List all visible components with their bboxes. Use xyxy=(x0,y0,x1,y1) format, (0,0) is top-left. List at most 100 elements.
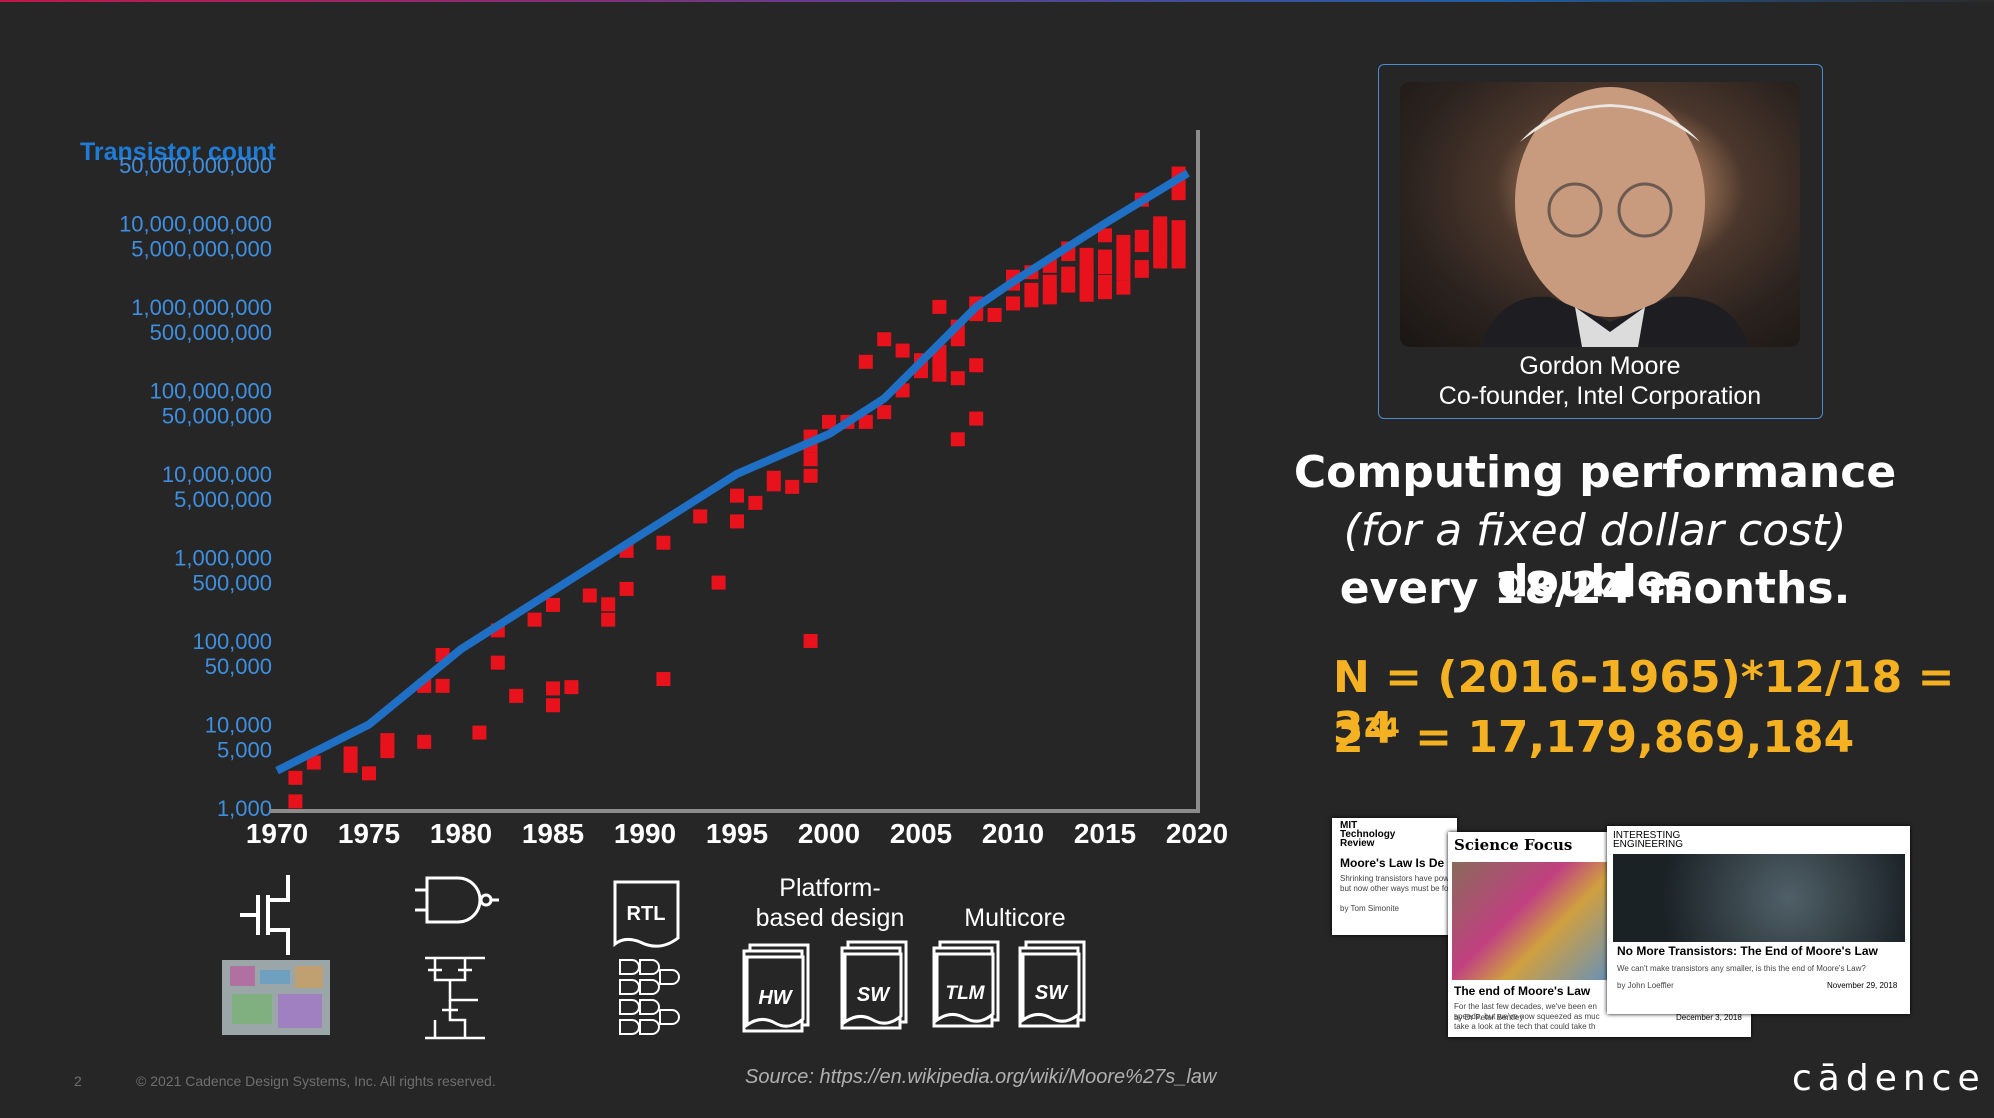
data-point xyxy=(1061,266,1076,281)
formula-line-2: 234 = 17,179,869,184 xyxy=(1333,712,1854,763)
data-point xyxy=(601,597,616,612)
ie-image xyxy=(1613,854,1905,942)
rtl-document-icon: RTL xyxy=(613,880,680,948)
data-point xyxy=(803,633,818,648)
article-interesting-engineering: INTERESTING ENGINEERING No More Transist… xyxy=(1607,826,1910,1014)
gordon-moore-photo xyxy=(1400,82,1800,347)
nand-gate-icon xyxy=(415,876,499,924)
headline-italic: (for a fixed dollar cost) xyxy=(1343,505,1847,556)
data-point xyxy=(950,432,965,447)
source-citation: Source: https://en.wikipedia.org/wiki/Mo… xyxy=(745,1066,1217,1088)
y-axis-title: Transistor count xyxy=(80,138,276,166)
data-point xyxy=(1171,220,1186,235)
data-point xyxy=(1153,224,1168,239)
data-point xyxy=(656,672,671,687)
sf-head: Science Focus xyxy=(1454,836,1573,854)
data-point xyxy=(748,495,763,510)
data-point xyxy=(546,681,560,696)
data-point xyxy=(969,358,984,373)
y-tick-label: 100,000 xyxy=(192,629,272,654)
tlm-docs-icon: TLM xyxy=(932,940,1000,1028)
y-tick-label: 500,000,000 xyxy=(150,320,272,345)
data-point xyxy=(895,343,910,358)
platform-label-1: Platform- xyxy=(779,874,881,902)
ie-head-2: ENGINEERING xyxy=(1613,839,1684,850)
data-point xyxy=(877,332,892,347)
formula-base: 2 xyxy=(1333,712,1364,763)
y-tick-label: 500,000 xyxy=(192,571,272,596)
data-point xyxy=(306,755,321,770)
y-tick-label: 1,000 xyxy=(217,796,272,821)
data-point xyxy=(730,488,744,503)
data-point xyxy=(343,746,358,761)
sf-author: by Dr Peter Bentley xyxy=(1454,1013,1524,1022)
data-point xyxy=(380,733,395,748)
data-point xyxy=(932,358,947,373)
y-tick-label: 50,000,000 xyxy=(162,404,272,429)
y-tick-label: 10,000,000 xyxy=(162,462,272,487)
headline-line-2: (for a fixed dollar cost) doubles xyxy=(1270,505,1920,607)
data-point xyxy=(1079,247,1094,262)
sf-title: The end of Moore's Law xyxy=(1454,984,1591,998)
x-tick-label: 1985 xyxy=(522,818,584,849)
data-point xyxy=(1171,254,1186,269)
y-tick-label: 5,000 xyxy=(217,738,272,763)
data-point xyxy=(858,414,873,429)
data-point xyxy=(1024,282,1039,297)
y-tick-labels: 50,000,000,000 10,000,000,0005,000,000,00… xyxy=(119,153,272,821)
data-point xyxy=(932,299,947,314)
design-evolution-icons: RTL HW SW TLM SW xyxy=(222,875,1086,1040)
sw-docs-icon: SW xyxy=(840,940,908,1030)
x-tick-label: 2000 xyxy=(798,818,860,849)
data-point xyxy=(1116,280,1131,295)
x-tick-labels: 1970 1975 1980 1985 1990 1995 2000 2005 2010 2015… xyxy=(246,818,1228,849)
transistor-icon xyxy=(240,875,290,955)
headline-line-3: every 18/24 months. xyxy=(1339,563,1851,614)
data-point xyxy=(877,405,892,420)
hw-docs-icon: HW xyxy=(742,943,810,1033)
x-tick-label: 2005 xyxy=(890,818,952,849)
data-point xyxy=(950,371,965,386)
y-tick-label: 10,000 xyxy=(205,712,272,737)
sf-date: December 3, 2018 xyxy=(1676,1013,1742,1022)
data-point xyxy=(601,612,616,627)
y-tick-label: 1,000,000 xyxy=(174,545,272,570)
data-point xyxy=(656,535,671,550)
data-point xyxy=(288,794,303,809)
y-tick-label: 100,000,000 xyxy=(150,378,272,403)
data-point xyxy=(803,468,818,483)
data-point xyxy=(546,597,560,612)
svg-text:RTL: RTL xyxy=(627,903,666,925)
y-tick-label: 5,000,000 xyxy=(174,487,272,512)
data-point xyxy=(288,770,303,785)
data-point xyxy=(343,758,358,773)
x-tick-label: 2010 xyxy=(982,818,1044,849)
page-number: 2 xyxy=(74,1073,82,1089)
cadence-logo: cādence xyxy=(1792,1058,1986,1099)
data-point xyxy=(1153,254,1168,269)
sw-docs-icon-2: SW xyxy=(1018,940,1086,1028)
data-point xyxy=(1116,242,1131,257)
data-point xyxy=(969,411,984,426)
data-point xyxy=(950,332,965,347)
x-tick-label: 1970 xyxy=(246,818,308,849)
y-tick-label: 10,000,000,000 xyxy=(119,211,272,236)
data-point xyxy=(1134,229,1149,244)
top-accent-line xyxy=(0,0,1994,2)
platform-label-2: based design xyxy=(755,904,905,932)
data-point xyxy=(1042,274,1057,289)
formula-exponent: 34 xyxy=(1363,713,1400,744)
x-tick-label: 1995 xyxy=(706,818,768,849)
ie-title: No More Transistors: The End of Moore's … xyxy=(1617,944,1878,958)
data-point xyxy=(472,725,487,740)
data-point xyxy=(1116,266,1131,281)
x-tick-label: 1990 xyxy=(614,818,676,849)
data-point xyxy=(1171,238,1186,253)
portrait-frame xyxy=(1378,64,1823,419)
chip-die-icon xyxy=(222,960,330,1035)
sf-image xyxy=(1452,862,1617,980)
data-point xyxy=(527,612,542,627)
mit-head-3: Review xyxy=(1340,838,1375,849)
data-point xyxy=(1098,274,1112,289)
data-point xyxy=(1006,296,1020,311)
